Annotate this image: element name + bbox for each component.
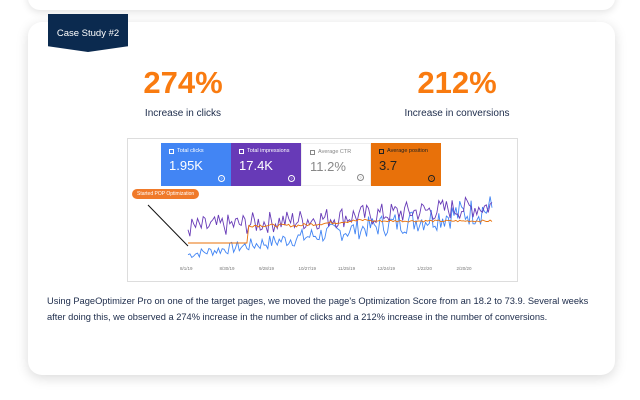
previous-card	[28, 0, 615, 10]
metric-value: 3.7	[379, 158, 398, 173]
metric-label: Total impressions	[247, 148, 290, 154]
stat-label: Increase in conversions	[404, 108, 510, 119]
checkbox-icon	[169, 148, 174, 154]
case-study-badge: Case Study #2	[48, 14, 128, 52]
metric-average-ctr: Average CTR 11.2% ?	[301, 143, 371, 186]
stat-value: 274%	[143, 65, 223, 100]
checkbox-icon	[239, 148, 244, 154]
metric-value: 11.2%	[310, 159, 346, 174]
search-console-screenshot: Total clicks 1.95K ? Total impressions 1…	[127, 138, 518, 282]
metric-value: 1.95K	[169, 158, 203, 173]
stat-value: 212%	[417, 65, 497, 100]
position-line	[188, 218, 493, 244]
metric-label: Average CTR	[318, 149, 352, 155]
help-icon: ?	[428, 175, 435, 182]
annotation-label: Started POP Optimization	[132, 189, 200, 199]
x-axis-label: 8/30/19	[219, 266, 235, 271]
metric-value: 17.4K	[239, 158, 273, 173]
annotation-arrow	[147, 204, 189, 247]
checkbox-icon	[310, 149, 315, 155]
metric-label: Total clicks	[177, 148, 204, 154]
metric-average-position: Average position 3.7 ?	[371, 143, 441, 186]
x-axis-label: 9/28/19	[259, 266, 275, 271]
help-icon: ?	[218, 175, 225, 182]
case-study-description: Using PageOptimizer Pro on one of the ta…	[47, 296, 589, 322]
x-axis-label: 10/27/19	[298, 266, 317, 271]
x-axis-label: 8/1/19	[180, 266, 193, 271]
impressions-line	[187, 195, 493, 237]
checkbox-icon	[379, 148, 384, 154]
x-axis-label: 11/25/19	[338, 266, 356, 271]
help-icon: ?	[357, 174, 364, 181]
metric-total-impressions: Total impressions 17.4K ?	[231, 143, 301, 186]
stat-label: Increase in clicks	[144, 108, 222, 119]
stat-conversions: 212% Increase in conversions	[357, 65, 557, 120]
stat-clicks: 274% Increase in clicks	[83, 65, 283, 120]
performance-chart	[147, 195, 493, 259]
help-icon: ?	[288, 175, 295, 182]
metric-total-clicks: Total clicks 1.95K ?	[161, 143, 231, 186]
x-axis-label: 12/24/19	[377, 266, 396, 271]
x-axis-label: 2/20/20	[456, 266, 472, 271]
x-axis-label: 1/22/20	[417, 266, 433, 271]
clicks-line	[187, 196, 493, 259]
metric-label: Average position	[387, 148, 428, 154]
